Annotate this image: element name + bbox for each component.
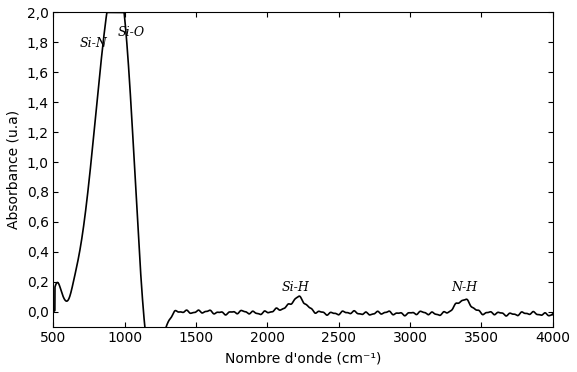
X-axis label: Nombre d'onde (cm⁻¹): Nombre d'onde (cm⁻¹) <box>225 351 381 365</box>
Text: Si-H: Si-H <box>282 282 310 295</box>
Text: N-H: N-H <box>451 282 477 295</box>
Text: Si-N: Si-N <box>79 37 107 50</box>
Text: Si-O: Si-O <box>118 26 145 39</box>
Y-axis label: Absorbance (u.a): Absorbance (u.a) <box>7 110 21 229</box>
